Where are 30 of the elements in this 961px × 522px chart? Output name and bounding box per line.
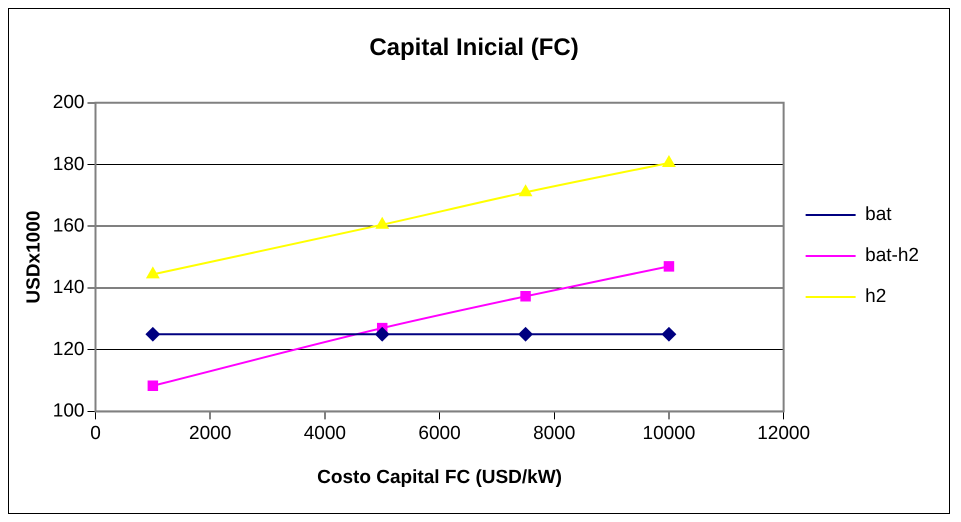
legend-label: bat (865, 204, 892, 226)
y-axis-title: USDx1000 (24, 210, 45, 304)
point (146, 267, 160, 278)
y-tick-label: 100 (52, 400, 84, 422)
x-tick-label: 0 (90, 423, 101, 444)
x-tick-label: 10000 (642, 423, 696, 444)
point (146, 327, 160, 342)
x-tick-label: 4000 (304, 423, 346, 444)
y-tick-label: 180 (52, 154, 84, 175)
legend-label: h2 (865, 286, 886, 308)
point (662, 156, 676, 167)
x-tick-label: 8000 (533, 423, 576, 444)
chart-title: Capital Inicial (FC) (369, 34, 579, 62)
legend-label: bat-h2 (865, 245, 919, 266)
point (376, 218, 388, 229)
point (662, 327, 676, 342)
x-tick-label: 6000 (418, 423, 461, 444)
y-tick-label: 200 (52, 92, 84, 114)
point (148, 380, 158, 392)
y-tick-label: 120 (52, 338, 84, 360)
point (519, 185, 532, 196)
x-tick-label: 12000 (757, 423, 810, 444)
y-tick-label: 160 (52, 215, 84, 236)
point (375, 327, 390, 342)
point (520, 291, 531, 302)
point (518, 327, 533, 342)
point (664, 261, 674, 272)
y-tick-label: 140 (52, 277, 84, 298)
x-axis-title: Costo Capital FC (USD/kW) (317, 466, 562, 488)
x-tick-label: 2000 (189, 423, 232, 444)
